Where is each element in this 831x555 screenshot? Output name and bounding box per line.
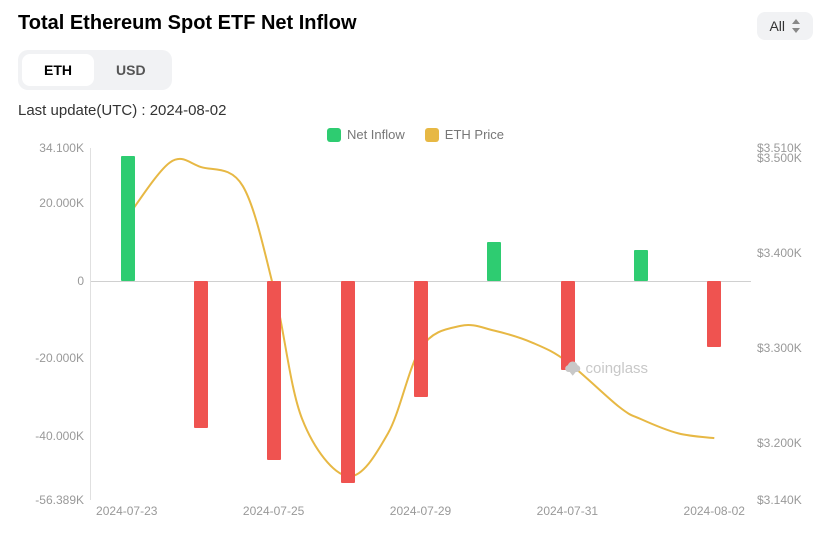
x-tick: 2024-07-31 — [537, 504, 598, 518]
coinglass-icon — [564, 360, 582, 378]
legend-net-inflow-swatch — [327, 128, 341, 142]
y-right-tick: $3.140K — [757, 493, 802, 507]
y-left-tick: -56.389K — [35, 493, 84, 507]
net-inflow-bar — [414, 281, 428, 398]
y-left-tick: 20.000K — [39, 196, 84, 210]
net-inflow-bar — [341, 281, 355, 483]
chart-legend: Net Inflow ETH Price — [18, 127, 813, 142]
legend-eth-price-label: ETH Price — [445, 127, 504, 142]
y-right-tick: $3.500K — [757, 151, 802, 165]
y-right-tick: $3.400K — [757, 246, 802, 260]
watermark: coinglass — [564, 360, 649, 378]
legend-net-inflow: Net Inflow — [327, 127, 405, 142]
x-axis: 2024-07-23 2024-07-25 2024-07-29 2024-07-31… — [90, 504, 751, 528]
net-inflow-bar — [121, 156, 135, 280]
legend-eth-price: ETH Price — [425, 127, 504, 142]
last-update-label: Last update(UTC) : 2024-08-02 — [18, 102, 813, 119]
y-left-tick: 0 — [77, 274, 84, 288]
range-all-label: All — [769, 18, 785, 34]
page-title: Total Ethereum Spot ETF Net Inflow — [18, 12, 357, 35]
legend-net-inflow-label: Net Inflow — [347, 127, 405, 142]
x-tick: 2024-07-25 — [243, 504, 304, 518]
x-tick: 2024-07-29 — [390, 504, 451, 518]
y-axis-right: $3.510K$3.500K$3.400K$3.300K$3.200K$3.14… — [753, 148, 813, 528]
net-inflow-bar — [267, 281, 281, 460]
x-tick: 2024-08-02 — [684, 504, 745, 518]
y-axis-left: 34.100K20.000K0-20.000K-40.000K-56.389K — [18, 148, 88, 528]
plot-area: coinglass — [90, 148, 751, 500]
legend-eth-price-swatch — [425, 128, 439, 142]
range-all-button[interactable]: All — [757, 12, 813, 40]
y-right-tick: $3.200K — [757, 436, 802, 450]
y-left-tick: -20.000K — [35, 351, 84, 365]
y-right-tick: $3.300K — [757, 341, 802, 355]
tab-eth[interactable]: ETH — [22, 54, 94, 86]
sort-icon — [791, 19, 801, 33]
net-inflow-bar — [487, 242, 501, 281]
chart: 34.100K20.000K0-20.000K-40.000K-56.389K … — [18, 148, 813, 528]
unit-tabs: ETH USD — [18, 50, 172, 90]
net-inflow-bar — [707, 281, 721, 347]
net-inflow-bar — [634, 250, 648, 281]
tab-usd[interactable]: USD — [94, 54, 168, 86]
y-left-tick: -40.000K — [35, 429, 84, 443]
net-inflow-bar — [561, 281, 575, 370]
net-inflow-bar — [194, 281, 208, 429]
x-tick: 2024-07-23 — [96, 504, 157, 518]
y-left-tick: 34.100K — [39, 141, 84, 155]
